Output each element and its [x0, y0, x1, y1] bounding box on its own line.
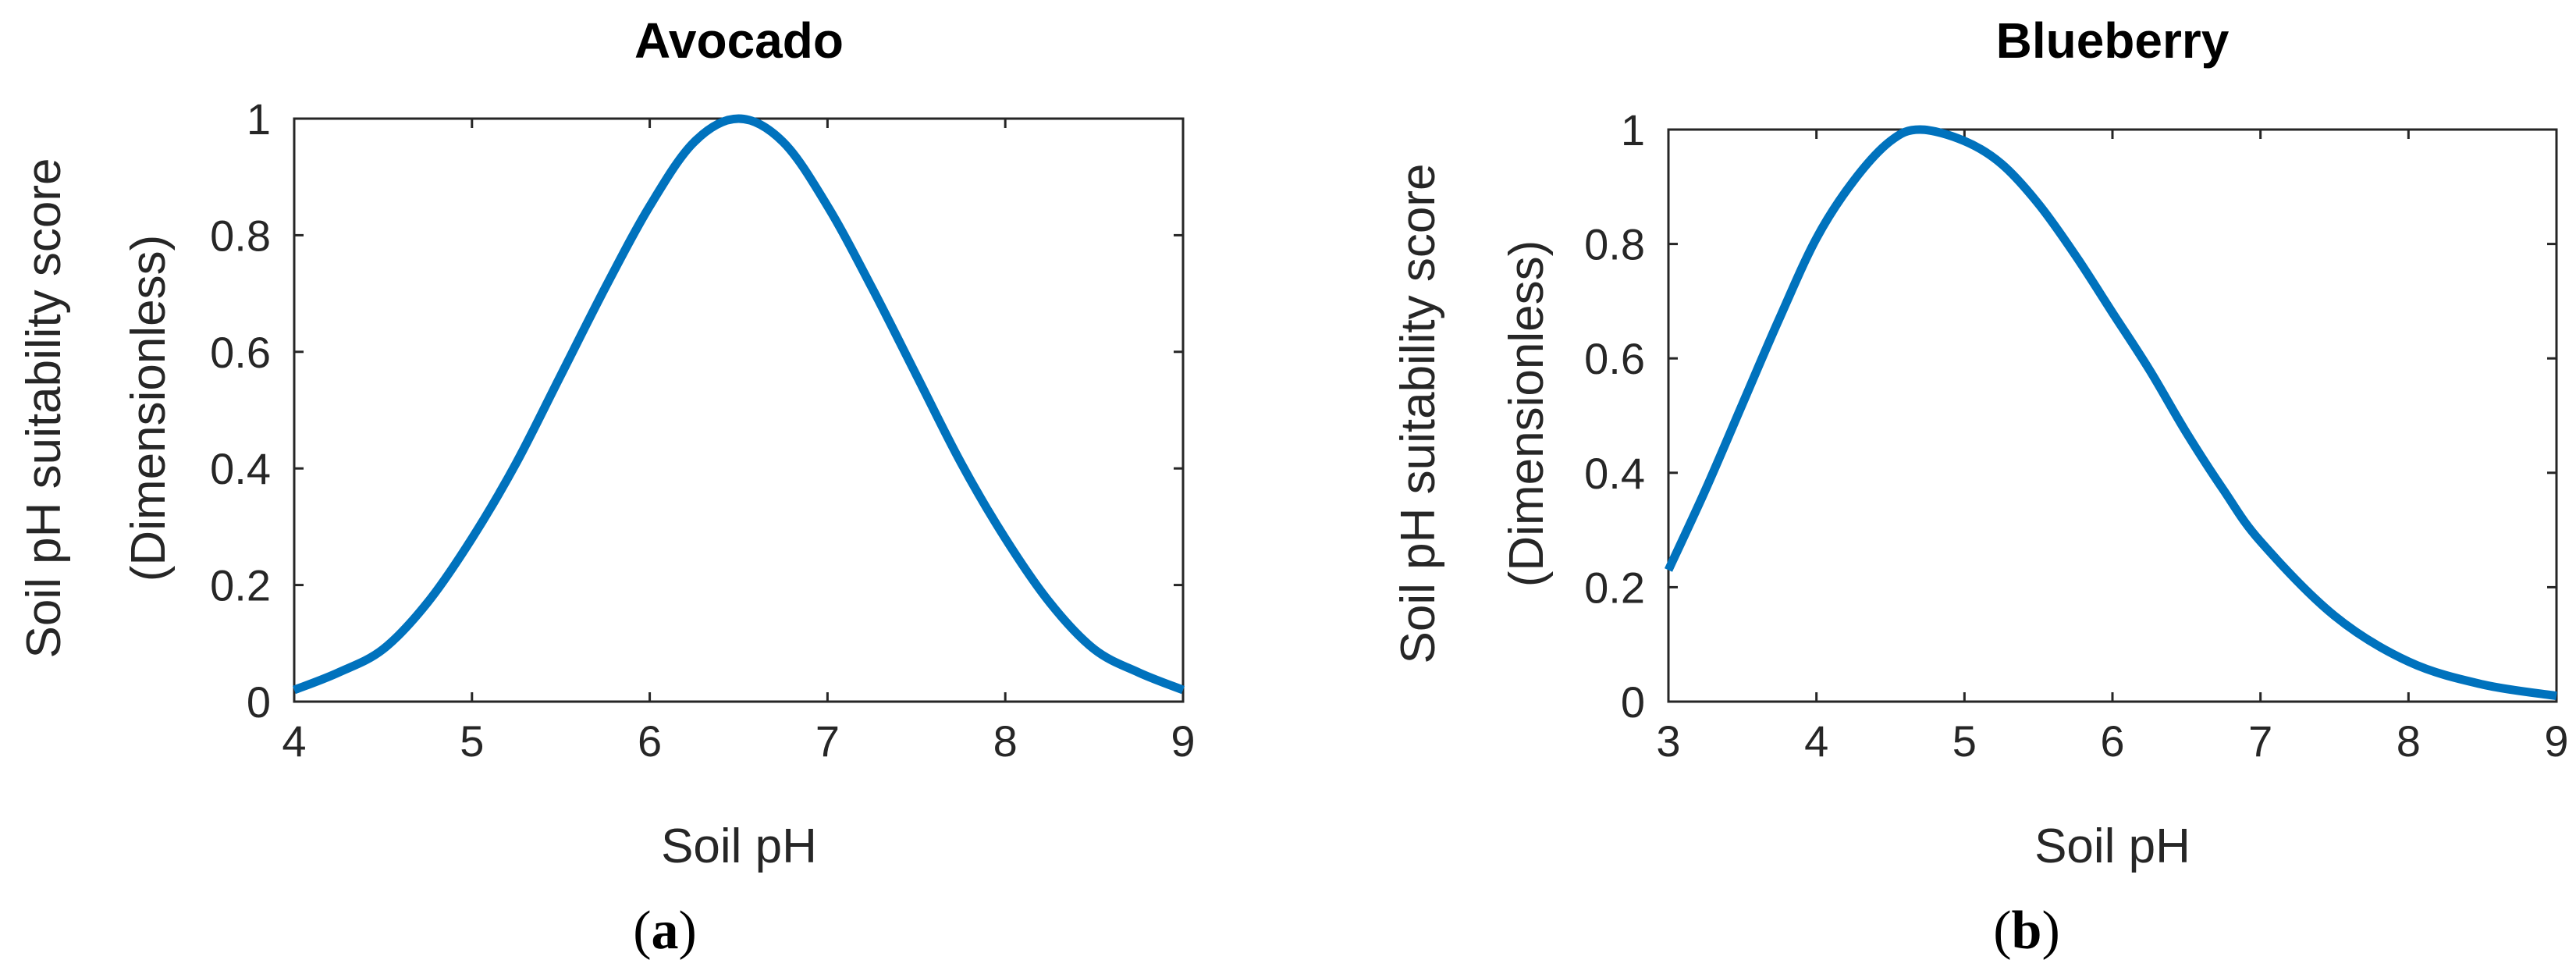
y-tick-label: 0.2	[1584, 563, 1645, 612]
x-tick-label: 9	[2544, 716, 2568, 766]
x-tick-label: 5	[460, 716, 484, 766]
x-tick-label: 6	[2100, 716, 2124, 766]
y-tick-label: 0	[1621, 677, 1645, 727]
y-tick-label: 0.8	[210, 211, 271, 260]
series-line	[1665, 125, 2557, 701]
chart-panel-avocado: Avocado Soil pH suitability score (Dimen…	[17, 12, 1196, 961]
y-tick-label: 0.6	[1584, 334, 1645, 383]
x-axis-label-avocado: Soil pH	[661, 819, 817, 873]
x-tick-label: 6	[638, 716, 662, 766]
x-axis-label-blueberry: Soil pH	[2034, 819, 2190, 873]
chart-title-blueberry: Blueberry	[1996, 12, 2230, 69]
chart-title-avocado: Avocado	[634, 12, 844, 69]
y-tick-label: 0.8	[1584, 220, 1645, 269]
y-axis-label-line2-avocado: (Dimensionless)	[122, 235, 176, 581]
panel-label-a: (a)	[633, 901, 697, 961]
y-tick-label: 0.2	[210, 561, 271, 610]
x-tick-label: 8	[2397, 716, 2421, 766]
panel-label-b: (b)	[1993, 901, 2060, 961]
x-tick-label: 7	[815, 716, 840, 766]
series-line	[292, 114, 1185, 695]
chart-panel-blueberry: Blueberry Soil pH suitability score (Dim…	[1391, 12, 2569, 961]
plot-area-avocado: 4 5 6 7 8 9 0 0.2 0.4 0.6 0.8 1	[210, 94, 1195, 766]
x-tick-label: 4	[1804, 716, 1828, 766]
axes-frame	[1667, 128, 2558, 703]
y-tick-label: 1	[1621, 105, 1645, 155]
plot-area-blueberry: 3 4 5 6 7 8 9 0 0.2 0.4 0.6 0.8 1	[1584, 105, 2568, 766]
y-axis-label-line2-blueberry: (Dimensionless)	[1500, 240, 1554, 587]
y-tick-label: 0.4	[1584, 449, 1645, 498]
x-tick-label: 5	[1952, 716, 1977, 766]
y-tick-label: 1	[247, 94, 271, 144]
x-tick-label: 4	[282, 716, 306, 766]
y-tick-label: 0	[247, 677, 271, 727]
x-tick-label: 3	[1656, 716, 1680, 766]
y-tick-label: 0.6	[210, 328, 271, 377]
y-axis-label-line1-avocado: Soil pH suitability score	[17, 158, 71, 659]
x-tick-label: 9	[1171, 716, 1195, 766]
x-tick-label: 7	[2248, 716, 2272, 766]
x-tick-label: 8	[993, 716, 1018, 766]
y-axis-label-line1-blueberry: Soil pH suitability score	[1391, 164, 1445, 664]
y-tick-label: 0.4	[210, 444, 271, 493]
axes-frame	[293, 117, 1185, 703]
